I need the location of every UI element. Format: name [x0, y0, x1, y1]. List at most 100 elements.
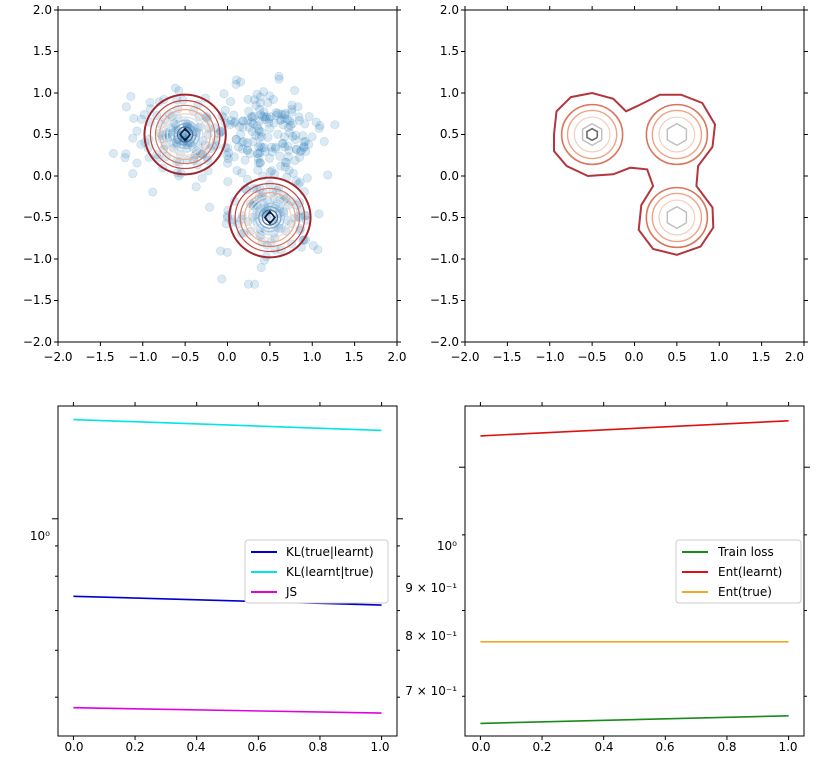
scatter-point — [197, 173, 207, 183]
tr-x-tick-1: −1.5 — [492, 350, 521, 364]
scatter-point — [304, 112, 314, 122]
scatter-point — [265, 167, 275, 177]
scatter-point — [253, 158, 263, 168]
scatter-point — [280, 113, 290, 123]
tr-contour-ring — [586, 127, 599, 142]
scatter-point — [256, 110, 266, 120]
scatter-point — [274, 71, 284, 81]
scatter-point — [225, 120, 235, 130]
scatter-point — [224, 148, 234, 158]
scatter-point — [226, 116, 236, 126]
scatter-point — [128, 133, 138, 143]
tl-x-tick-1: −1.5 — [85, 350, 114, 364]
scatter-point — [271, 144, 281, 154]
scatter-point — [315, 121, 325, 131]
bl-x-tick-1: 0.2 — [125, 740, 144, 754]
scatter-point — [283, 141, 293, 151]
tr-y-tick-8: 2.0 — [440, 3, 459, 17]
tr-contour-ring — [651, 192, 703, 243]
scatter-point — [248, 119, 258, 129]
scatter-point — [205, 202, 215, 212]
br-series-line-0 — [480, 715, 789, 725]
scatter-point — [287, 119, 297, 129]
scatter-point — [172, 157, 182, 167]
tl-contour-peak — [179, 127, 192, 142]
tr-y-tick-3: −0.5 — [430, 210, 459, 224]
tr-y-tick-0: −2.0 — [430, 335, 459, 349]
scatter-point — [291, 130, 301, 140]
bl-legend-label-2: JS — [285, 585, 297, 599]
bl-legend-label-1: KL(learnt|true) — [286, 565, 374, 579]
scatter-point — [229, 118, 239, 128]
scatter-point — [267, 147, 277, 157]
scatter-point — [330, 120, 340, 130]
scatter-point — [255, 116, 265, 126]
scatter-point — [129, 113, 139, 123]
scatter-point — [290, 85, 300, 95]
scatter-point — [191, 182, 201, 192]
scatter-point — [266, 112, 276, 122]
scatter-point — [243, 94, 253, 104]
tl-contour-line — [254, 202, 285, 233]
scatter-point — [215, 127, 225, 137]
scatter-point — [254, 142, 264, 152]
scatter-point — [266, 142, 276, 152]
scatter-point — [231, 134, 241, 144]
tl-contour-line — [173, 123, 197, 146]
scatter-point — [251, 130, 261, 140]
tl-y-tick-2: −1.0 — [23, 252, 52, 266]
scatter-point — [270, 142, 280, 152]
scatter-point — [283, 122, 293, 132]
scatter-point — [287, 100, 297, 110]
scatter-point — [311, 117, 321, 127]
scatter-point — [288, 131, 298, 141]
scatter-point — [298, 131, 308, 141]
scatter-point — [276, 223, 286, 233]
scatter-point — [269, 118, 279, 128]
tl-contour-line — [261, 209, 279, 226]
scatter-point — [253, 149, 263, 159]
scatter-point — [238, 122, 248, 132]
divergence-panel: 0.0 0.2 0.4 0.6 0.8 1.0 10⁰ KL(true|lear… — [30, 529, 390, 754]
scatter-point — [132, 126, 142, 136]
scatter-point — [287, 104, 297, 114]
scatter-point — [308, 241, 318, 251]
scatter-point — [243, 115, 253, 125]
tl-contour-line — [228, 176, 312, 259]
scatter-point — [295, 152, 305, 162]
scatter-point — [249, 111, 259, 121]
scatter-point — [234, 142, 244, 152]
tr-contour-ring — [651, 109, 703, 160]
scatter-point — [236, 77, 246, 87]
br-x-tick-3: 0.6 — [655, 740, 674, 754]
scatter-point — [254, 132, 264, 142]
scatter-point — [280, 157, 290, 167]
scatter-point — [217, 274, 227, 284]
scatter-point — [279, 132, 289, 142]
scatter-point — [252, 121, 262, 131]
scatter-point — [278, 120, 288, 130]
scatter-point — [280, 108, 290, 118]
scatter-point — [182, 155, 192, 165]
scatter-point — [299, 137, 309, 147]
tl-contour-line — [163, 113, 207, 156]
tl-x-tick-2: −1.0 — [128, 350, 157, 364]
tl-axes-frame — [57, 9, 398, 343]
scatter-point — [154, 97, 164, 107]
scatter-point — [247, 127, 257, 137]
scatter-point — [244, 106, 254, 116]
scatter-point — [291, 144, 301, 154]
tl-contour-line — [248, 196, 292, 239]
tl-contour-line — [149, 99, 221, 170]
tr-contour-ring — [573, 116, 611, 153]
bl-x-tick-5: 1.0 — [370, 740, 389, 754]
scatter-point — [121, 102, 131, 112]
scatter-point — [245, 149, 255, 159]
tl-x-tick-7: 1.5 — [344, 350, 363, 364]
scatter-point — [255, 148, 265, 158]
scatter-point — [304, 139, 314, 149]
scatter-point — [223, 177, 233, 187]
scatter-point — [153, 153, 163, 163]
scatter-point — [313, 245, 323, 255]
scatter-panel: −2.0 −1.5 −1.0 −0.5 0.0 0.5 1.0 1.5 2.0 … — [23, 3, 407, 364]
